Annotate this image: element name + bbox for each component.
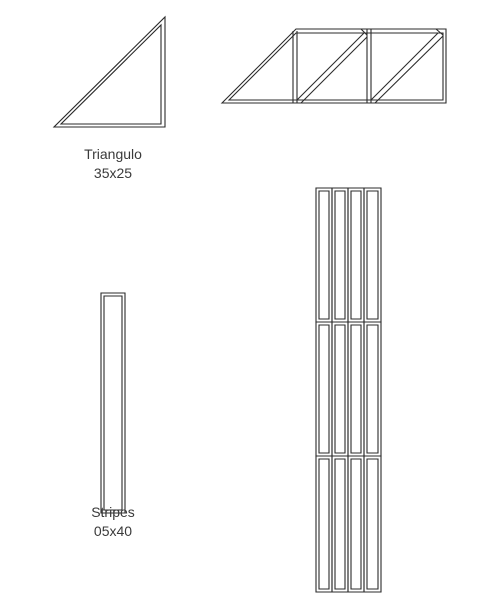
triangulo-size: 35x25 [93,165,133,181]
triangulo-caption: Triangulo 35x25 [53,145,173,183]
stripes-size: 05x40 [93,523,133,539]
stripe-tile-pattern [316,188,381,592]
triangle-tile-single [54,17,165,127]
triangulo-name: Triangulo [84,146,142,162]
stripes-name: Stripes [91,504,135,520]
stripes-caption: Stripes 05x40 [53,503,173,541]
stripe-tile-single [101,293,125,513]
triangle-tile-pattern [222,29,446,103]
